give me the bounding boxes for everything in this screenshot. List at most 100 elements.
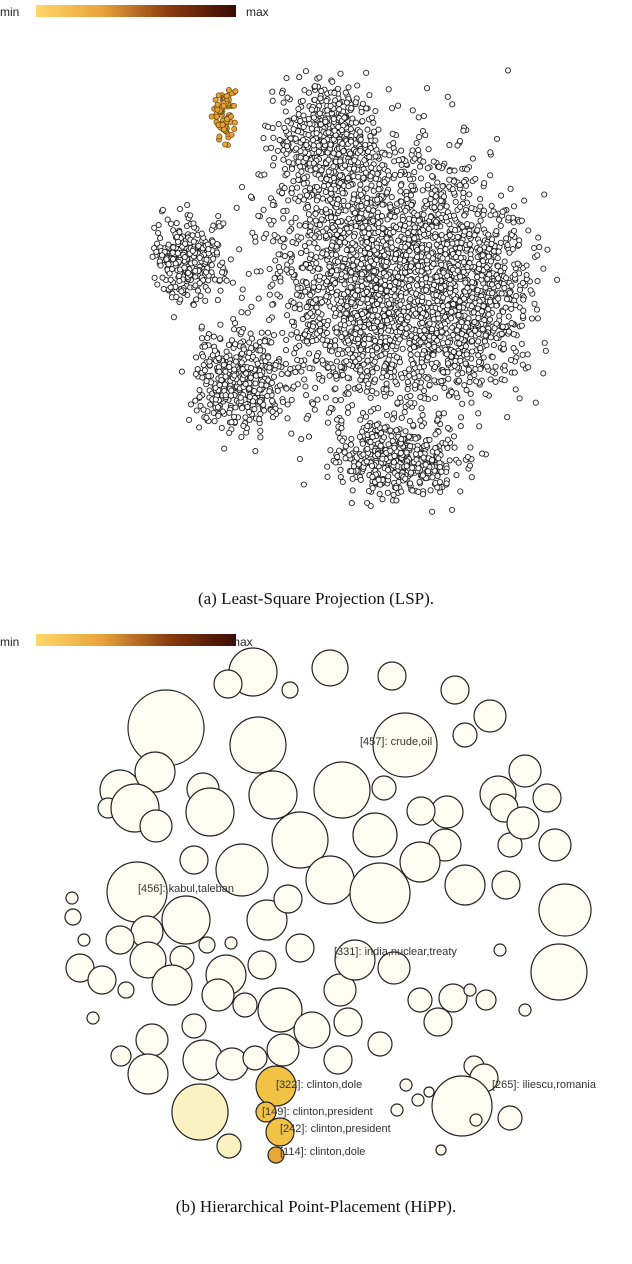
lsp-point (271, 231, 278, 239)
lsp-point (274, 291, 281, 298)
lsp-point (296, 342, 303, 349)
lsp-point (252, 380, 259, 387)
lsp-point (212, 396, 219, 403)
lsp-point (493, 135, 501, 142)
lsp-point (339, 140, 346, 147)
lsp-point (533, 306, 541, 313)
lsp-point (325, 156, 332, 163)
lsp-point (190, 220, 197, 227)
lsp-point (432, 218, 440, 225)
lsp-point (266, 291, 273, 298)
lsp-point (354, 287, 361, 294)
lsp-point (414, 351, 421, 358)
lsp-point (214, 297, 221, 304)
lsp-point (503, 296, 510, 303)
lsp-point (367, 173, 374, 180)
lsp-point (351, 191, 358, 198)
lsp-point (280, 235, 287, 242)
lsp-point (527, 287, 534, 294)
lsp-point (279, 398, 286, 406)
hipp-bubble (538, 883, 592, 937)
lsp-point (519, 361, 526, 368)
lsp-point (469, 155, 476, 162)
lsp-point (308, 125, 315, 132)
lsp-point (342, 273, 349, 280)
lsp-point (357, 329, 364, 336)
lsp-point (475, 265, 482, 272)
lsp-point (151, 274, 158, 281)
lsp-point (345, 183, 352, 190)
lsp-point (307, 167, 314, 174)
lsp-point (272, 257, 279, 264)
lsp-point (510, 203, 518, 210)
lsp-point (316, 110, 323, 117)
lsp-point (462, 360, 469, 367)
lsp-point (277, 278, 284, 285)
hipp-bubble (201, 978, 235, 1012)
lsp-point (309, 338, 316, 345)
lsp-point (407, 392, 414, 399)
lsp-point (217, 287, 224, 294)
lsp-point (396, 336, 403, 343)
lsp-point (184, 201, 191, 209)
lsp-point (309, 323, 317, 330)
lsp-point (437, 284, 445, 291)
panel-lsp: min max (a) Least-Square Projection (LSP… (0, 5, 561, 608)
lsp-point (269, 301, 276, 308)
lsp-point (518, 340, 525, 347)
lsp-point (231, 326, 238, 333)
lsp-point (263, 382, 270, 389)
hipp-bubble (506, 806, 540, 840)
lsp-point (389, 342, 396, 350)
lsp-point (414, 212, 421, 219)
lsp-point (475, 410, 482, 417)
hipp-bubble (139, 809, 173, 843)
lsp-point (349, 487, 356, 494)
lsp-point (363, 388, 370, 395)
label-149: [149]: clinton,president (262, 1106, 373, 1118)
lsp-point (169, 249, 176, 256)
lsp-point (347, 150, 354, 157)
hipp-bubble (367, 1031, 393, 1057)
lsp-point (307, 264, 314, 272)
lsp-point (316, 74, 323, 81)
lsp-point (370, 207, 377, 214)
lsp-point (228, 419, 235, 426)
lsp-point (215, 412, 222, 419)
lsp-point (288, 185, 296, 192)
lsp-point (483, 264, 490, 271)
lsp-point (359, 440, 366, 447)
lsp-point (357, 147, 364, 154)
hipp-bubble (435, 1144, 447, 1156)
lsp-point (444, 339, 451, 346)
lsp-point (442, 214, 449, 221)
lsp-point (284, 312, 291, 319)
lsp-point (535, 234, 542, 241)
hipp-bubble (179, 845, 209, 875)
lsp-point (232, 320, 239, 327)
lsp-point (306, 185, 313, 192)
lsp-point (420, 158, 427, 165)
lsp-point (509, 246, 516, 253)
lsp-point (442, 346, 449, 353)
lsp-point (364, 126, 371, 133)
lsp-point (420, 454, 427, 461)
lsp-point (447, 285, 454, 292)
lsp-point (406, 418, 413, 425)
lsp-point (505, 214, 512, 221)
lsp-point (303, 338, 310, 345)
lsp-point (416, 478, 423, 485)
lsp-point (375, 405, 382, 412)
lsp-point (425, 468, 432, 475)
lsp-point (178, 288, 185, 295)
lsp-point (333, 329, 340, 336)
lsp-point (410, 422, 417, 429)
lsp-point (453, 472, 460, 479)
hipp-bubble (229, 716, 287, 774)
lsp-point (349, 115, 356, 122)
lsp-point (268, 144, 275, 151)
lsp-point (266, 364, 273, 371)
lsp-point (371, 247, 378, 254)
lsp-point (305, 89, 312, 96)
lsp-point (403, 449, 410, 456)
